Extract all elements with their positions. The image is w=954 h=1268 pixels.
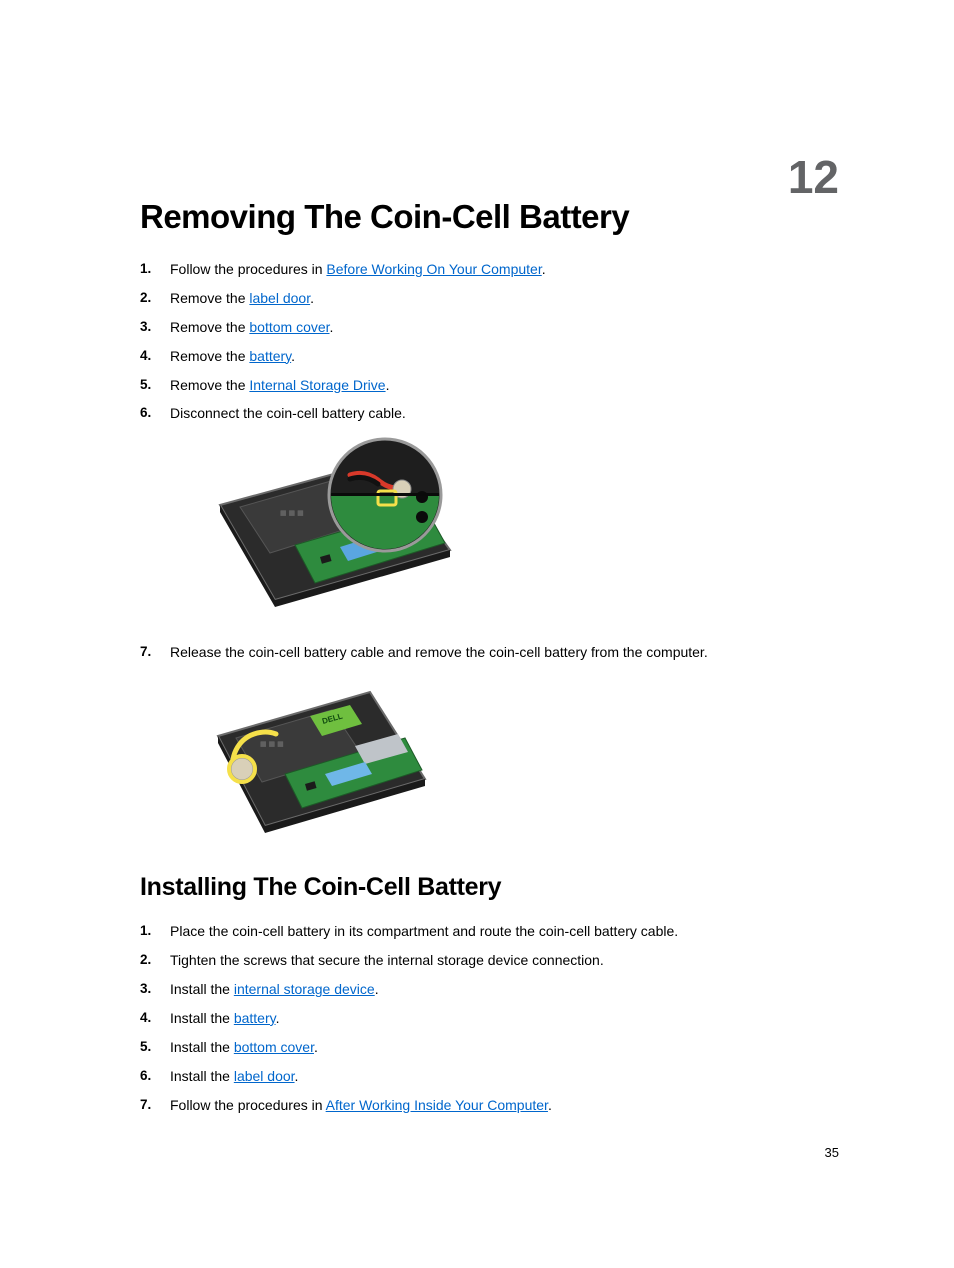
step-number: 2. bbox=[140, 951, 170, 969]
doc-link[interactable]: bottom cover bbox=[234, 1039, 314, 1055]
steps-install-list: 1.Place the coin-cell battery in its com… bbox=[140, 922, 839, 1114]
step-text: Install the battery. bbox=[170, 1009, 839, 1028]
step-pre-text: Remove the bbox=[170, 319, 249, 335]
figure-coin-cell-remove: DELL ▦ ▦ ▦ bbox=[200, 674, 440, 849]
svg-text:▦ ▦ ▦: ▦ ▦ ▦ bbox=[280, 510, 304, 517]
step-number: 6. bbox=[140, 404, 170, 422]
doc-link[interactable]: label door bbox=[234, 1068, 295, 1084]
step-text: Remove the battery. bbox=[170, 347, 839, 366]
step-number: 6. bbox=[140, 1067, 170, 1085]
step-number: 5. bbox=[140, 376, 170, 394]
step-item: 2.Tighten the screws that secure the int… bbox=[140, 951, 839, 970]
step-pre-text: Place the coin-cell battery in its compa… bbox=[170, 923, 678, 939]
step-number: 1. bbox=[140, 260, 170, 278]
step-text: Remove the bottom cover. bbox=[170, 318, 839, 337]
step-item: 5.Remove the Internal Storage Drive. bbox=[140, 376, 839, 395]
step-text: Install the label door. bbox=[170, 1067, 839, 1086]
step-number: 1. bbox=[140, 922, 170, 940]
step-pre-text: Tighten the screws that secure the inter… bbox=[170, 952, 604, 968]
step-post-text: . bbox=[548, 1097, 552, 1113]
step-post-text: . bbox=[310, 290, 314, 306]
step-pre-text: Remove the bbox=[170, 290, 249, 306]
step-item: 6.Disconnect the coin-cell battery cable… bbox=[140, 404, 839, 423]
step-item: 3.Remove the bottom cover. bbox=[140, 318, 839, 337]
step-text: Place the coin-cell battery in its compa… bbox=[170, 922, 839, 941]
chapter-number: 12 bbox=[788, 150, 839, 204]
step-item: 4.Remove the battery. bbox=[140, 347, 839, 366]
step-item: 1.Place the coin-cell battery in its com… bbox=[140, 922, 839, 941]
doc-link[interactable]: label door bbox=[249, 290, 310, 306]
step-item: 1.Follow the procedures in Before Workin… bbox=[140, 260, 839, 279]
step-number: 7. bbox=[140, 1096, 170, 1114]
step-item: 4.Install the battery. bbox=[140, 1009, 839, 1028]
step-pre-text: Follow the procedures in bbox=[170, 261, 326, 277]
step-pre-text: Disconnect the coin-cell battery cable. bbox=[170, 405, 406, 421]
step-post-text: . bbox=[291, 348, 295, 364]
step-pre-text: Install the bbox=[170, 1010, 234, 1026]
step-pre-text: Install the bbox=[170, 1039, 234, 1055]
step-number: 3. bbox=[140, 318, 170, 336]
doc-link[interactable]: After Working Inside Your Computer bbox=[326, 1097, 548, 1113]
section-title-install: Installing The Coin-Cell Battery bbox=[140, 873, 839, 902]
step-text: Follow the procedures in After Working I… bbox=[170, 1096, 839, 1115]
step-text: Remove the Internal Storage Drive. bbox=[170, 376, 839, 395]
page-title: Removing The Coin-Cell Battery bbox=[140, 198, 839, 236]
doc-link[interactable]: battery bbox=[249, 348, 291, 364]
step-text: Tighten the screws that secure the inter… bbox=[170, 951, 839, 970]
doc-link[interactable]: internal storage device bbox=[234, 981, 375, 997]
step-pre-text: Release the coin-cell battery cable and … bbox=[170, 644, 708, 660]
step-post-text: . bbox=[314, 1039, 318, 1055]
step-pre-text: Remove the bbox=[170, 348, 249, 364]
step-number: 4. bbox=[140, 347, 170, 365]
step-number: 7. bbox=[140, 643, 170, 661]
step-text: Release the coin-cell battery cable and … bbox=[170, 643, 839, 662]
step-number: 3. bbox=[140, 980, 170, 998]
step-post-text: . bbox=[375, 981, 379, 997]
svg-text:▦ ▦ ▦: ▦ ▦ ▦ bbox=[260, 741, 284, 748]
step-item: 3.Install the internal storage device. bbox=[140, 980, 839, 999]
step-text: Remove the label door. bbox=[170, 289, 839, 308]
step-pre-text: Follow the procedures in bbox=[170, 1097, 326, 1113]
step-item: 7.Follow the procedures in After Working… bbox=[140, 1096, 839, 1115]
step-post-text: . bbox=[386, 377, 390, 393]
step-post-text: . bbox=[542, 261, 546, 277]
step-text: Disconnect the coin-cell battery cable. bbox=[170, 404, 839, 423]
doc-link[interactable]: Internal Storage Drive bbox=[249, 377, 385, 393]
step-item: 5.Install the bottom cover. bbox=[140, 1038, 839, 1057]
step-pre-text: Install the bbox=[170, 1068, 234, 1084]
step-item: 6.Install the label door. bbox=[140, 1067, 839, 1086]
step-pre-text: Remove the bbox=[170, 377, 249, 393]
step-item: 2.Remove the label door. bbox=[140, 289, 839, 308]
step-post-text: . bbox=[295, 1068, 299, 1084]
steps-remove-list: 1.Follow the procedures in Before Workin… bbox=[140, 260, 839, 849]
figure-coin-cell-disconnect: ▦ ▦ ▦ bbox=[200, 435, 470, 625]
step-number: 4. bbox=[140, 1009, 170, 1027]
step-text: Install the bottom cover. bbox=[170, 1038, 839, 1057]
page-number: 35 bbox=[825, 1145, 839, 1160]
step-text: Install the internal storage device. bbox=[170, 980, 839, 999]
figure-1-container: ▦ ▦ ▦ bbox=[200, 435, 839, 625]
figure-2-container: DELL ▦ ▦ ▦ bbox=[200, 674, 839, 849]
step-pre-text: Install the bbox=[170, 981, 234, 997]
step-post-text: . bbox=[330, 319, 334, 335]
doc-link[interactable]: Before Working On Your Computer bbox=[326, 261, 541, 277]
step-item: 7.Release the coin-cell battery cable an… bbox=[140, 643, 839, 662]
step-number: 5. bbox=[140, 1038, 170, 1056]
step-text: Follow the procedures in Before Working … bbox=[170, 260, 839, 279]
step-post-text: . bbox=[276, 1010, 280, 1026]
doc-link[interactable]: bottom cover bbox=[249, 319, 329, 335]
doc-link[interactable]: battery bbox=[234, 1010, 276, 1026]
step-number: 2. bbox=[140, 289, 170, 307]
